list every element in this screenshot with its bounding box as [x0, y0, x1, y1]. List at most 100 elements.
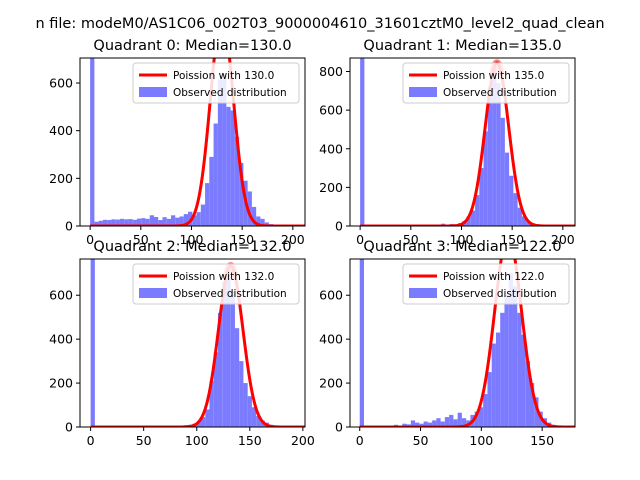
- histogram-bar: [496, 83, 501, 226]
- histogram-bar: [530, 383, 535, 427]
- quadrant-2-legend: Poission with 132.0 Observed distribution: [132, 263, 300, 305]
- histogram-bar: [457, 412, 462, 427]
- histogram-bar: [436, 418, 441, 427]
- histogram-bar: [504, 295, 509, 427]
- histogram-bar: [196, 212, 201, 226]
- legend-hist-swatch: [139, 87, 167, 97]
- histogram-bar: [243, 383, 248, 427]
- histogram-bar: [141, 218, 146, 226]
- histogram-bar: [475, 195, 480, 226]
- x-tick-label: 150: [530, 433, 554, 448]
- histogram-bar: [423, 421, 428, 427]
- quadrant-0-title: Quadrant 0: Median=130.0: [93, 38, 291, 54]
- histogram-bar: [525, 361, 530, 427]
- histogram-bar: [526, 221, 531, 226]
- y-tick-label: 200: [319, 376, 343, 391]
- x-tick-label: 50: [133, 232, 149, 247]
- histogram-bar: [444, 417, 450, 427]
- histogram-bar: [213, 123, 218, 226]
- quadrant-3-title: Quadrant 3: Median=122.0: [363, 239, 561, 255]
- x-tick-label: 0: [356, 433, 364, 448]
- histogram-bar: [487, 372, 492, 427]
- x-tick-label: 100: [180, 232, 204, 247]
- x-tick-label: 50: [413, 433, 429, 448]
- histogram-bar: [145, 218, 150, 226]
- x-tick-label: 100: [469, 433, 493, 448]
- histogram-bar: [461, 418, 467, 427]
- histogram-spike-bar: [90, 259, 95, 427]
- histogram-bar: [492, 69, 497, 226]
- x-tick-label: 150: [230, 232, 254, 247]
- histogram-bar: [466, 216, 471, 226]
- x-tick-label: 150: [238, 433, 262, 448]
- histogram-bar: [128, 219, 133, 226]
- quadrant-3-panel: 0 50 100 150 0 200 400 600 Quadrant 3: Median=12…: [319, 239, 576, 448]
- histogram-bar: [517, 312, 522, 427]
- histogram-bar: [410, 420, 416, 427]
- histogram-bar: [487, 86, 493, 226]
- quadrant-2-title: Quadrant 2: Median=132.0: [93, 239, 291, 255]
- histogram-spike-bar: [90, 58, 95, 226]
- histogram-bar: [449, 414, 454, 427]
- histogram-bar: [427, 422, 433, 427]
- y-tick-label: 800: [319, 64, 343, 79]
- histogram-bar: [521, 334, 526, 427]
- histogram-bar: [483, 394, 488, 427]
- histogram-spike-bar: [359, 259, 364, 427]
- histogram-bar: [521, 216, 527, 226]
- histogram-bar: [500, 117, 505, 226]
- histogram-bar: [234, 136, 240, 226]
- x-tick-label: 200: [281, 232, 305, 247]
- histogram-bar: [419, 423, 424, 427]
- legend-fit-label: Poission with 122.0: [443, 271, 544, 283]
- histogram-bar: [205, 183, 210, 226]
- quadrant-0-panel: 0 50 100 150 200 0 200 400 600 Quadrant 0: Median…: [49, 38, 306, 247]
- y-tick-label: 0: [335, 219, 343, 234]
- histogram-bar: [251, 206, 257, 226]
- histogram-bar: [94, 221, 99, 226]
- histogram-bar: [483, 131, 488, 226]
- histogram-bar: [512, 286, 518, 427]
- y-tick-label: 200: [49, 376, 73, 391]
- y-tick-label: 400: [49, 123, 73, 138]
- histogram-bar: [247, 191, 252, 226]
- legend-fit-label: Poission with 130.0: [173, 70, 274, 82]
- y-tick-label: 200: [49, 171, 73, 186]
- histogram-bar: [102, 219, 108, 226]
- quadrant-0-legend: Poission with 130.0 Observed distribution: [132, 62, 300, 104]
- x-tick-label: 50: [403, 232, 419, 247]
- quadrant-3-axes-frame: [349, 258, 576, 428]
- figure-suptitle: n file: modeM0/AS1C06_002T03_9000004610_…: [35, 16, 604, 32]
- legend-fit-label: Poission with 135.0: [443, 70, 544, 82]
- y-tick-label: 400: [319, 332, 343, 347]
- histogram-bar: [217, 312, 223, 427]
- histogram-bar: [222, 282, 227, 427]
- y-tick-label: 0: [335, 420, 343, 435]
- legend-hist-label: Observed distribution: [173, 288, 287, 300]
- legend-hist-swatch: [409, 87, 437, 97]
- histogram-bar: [175, 217, 180, 226]
- histogram-bar: [415, 422, 420, 427]
- histogram-bar: [491, 343, 496, 427]
- legend-hist-swatch: [139, 288, 167, 298]
- histogram-bar: [119, 218, 125, 226]
- legend-frame: [402, 263, 570, 305]
- histogram-bar: [239, 361, 244, 427]
- histogram-bar: [196, 421, 201, 427]
- x-tick-label: 200: [551, 232, 575, 247]
- y-tick-label: 0: [65, 420, 73, 435]
- histogram-bar: [153, 216, 159, 226]
- histogram-bar: [251, 407, 257, 427]
- y-tick-label: 600: [319, 103, 343, 118]
- histogram-bar: [213, 352, 218, 427]
- histogram-bar: [98, 220, 103, 226]
- histogram-bar: [200, 417, 206, 427]
- histogram-bar: [132, 219, 137, 226]
- histogram-bar: [149, 215, 154, 226]
- histogram-spike-bar: [360, 58, 365, 226]
- x-tick-label: 0: [87, 433, 95, 448]
- histogram-bar: [256, 216, 261, 226]
- histogram-bar: [239, 162, 244, 226]
- histogram-bar: [234, 328, 240, 427]
